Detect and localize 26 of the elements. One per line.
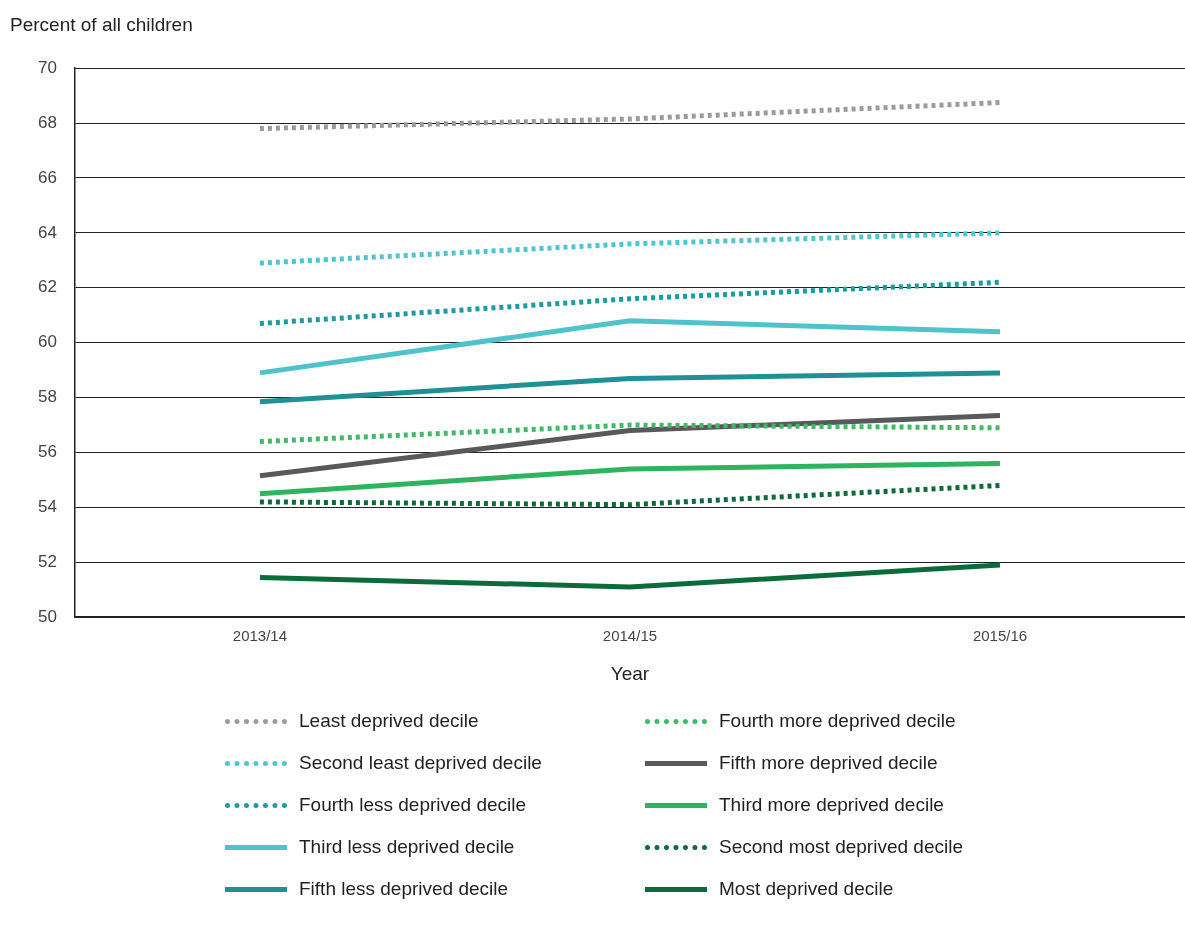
legend-label: Fourth less deprived decile: [299, 794, 527, 816]
y-tick-label: 52: [37, 551, 57, 571]
legend-label: Fifth more deprived decile: [719, 752, 938, 774]
y-tick-label: 60: [37, 332, 57, 352]
legend-label: Third less deprived decile: [299, 836, 515, 858]
legend-label: Second least deprived decile: [299, 752, 542, 774]
legend-label: Second most deprived decile: [719, 836, 963, 858]
x-tick-label: 2015/16: [972, 627, 1028, 645]
y-tick-label: 62: [37, 277, 57, 297]
y-tick-label: 66: [37, 167, 57, 187]
y-tick-label: 58: [37, 387, 57, 407]
y-tick-label: 64: [37, 222, 57, 242]
y-tick-label: 68: [37, 112, 57, 132]
y-tick-label: 70: [37, 57, 57, 77]
legend-label: Fifth less deprived decile: [299, 878, 509, 900]
legend-label: Most deprived decile: [719, 878, 894, 900]
legend-label: Least deprived decile: [299, 710, 479, 732]
y-axis-title: Percent of all children: [10, 14, 193, 36]
x-tick-label: 2014/15: [602, 627, 658, 645]
y-tick-label: 50: [37, 606, 57, 626]
y-tick-label: 54: [37, 497, 57, 517]
x-tick-label: 2013/14: [232, 627, 288, 645]
legend-label: Fourth more deprived decile: [719, 710, 956, 732]
legend-label: Third more deprived decile: [719, 794, 944, 816]
x-axis-title: Year: [610, 662, 650, 684]
y-tick-label: 56: [37, 442, 57, 462]
